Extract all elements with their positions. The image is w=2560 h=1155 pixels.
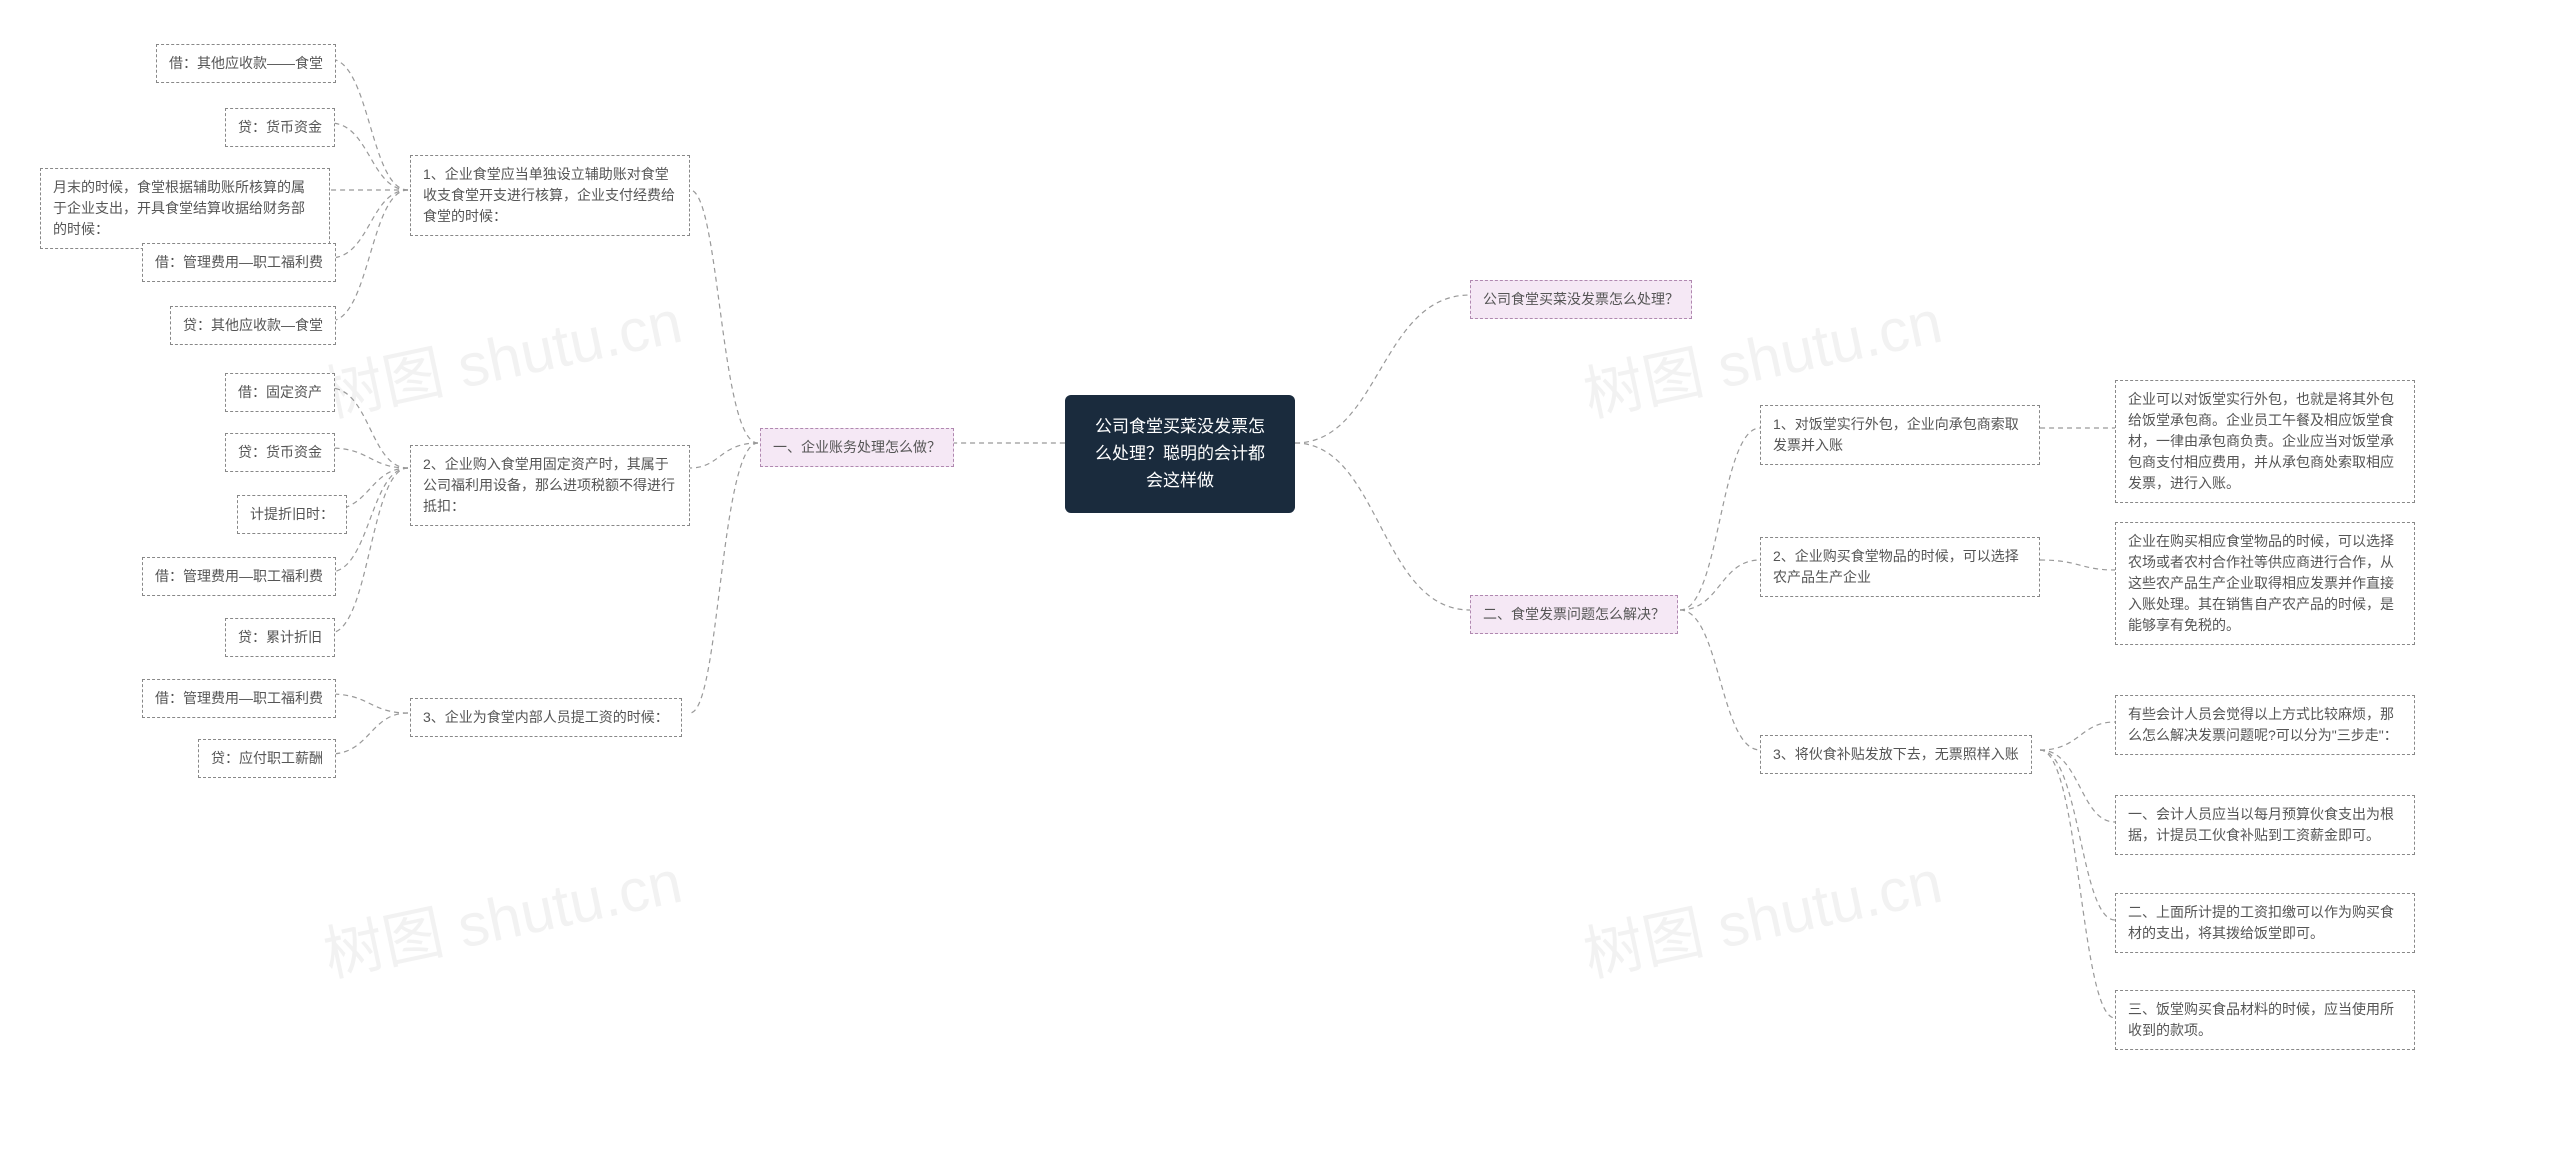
watermark: 树图 shutu.cn [315,833,689,994]
node-b3-1-detail[interactable]: 企业可以对饭堂实行外包，也就是将其外包给饭堂承包商。企业员工午餐及相应饭堂食材，… [2115,380,2415,503]
node-b3-2-detail[interactable]: 企业在购买相应食堂物品的时候，可以选择农场或者农村合作社等供应商进行合作，从这些… [2115,522,2415,645]
node-b3-3-4[interactable]: 三、饭堂购买食品材料的时候，应当使用所收到的款项。 [2115,990,2415,1050]
branch-left-accounting[interactable]: 一、企业账务处理怎么做？ [760,428,954,467]
node-b3-3[interactable]: 3、将伙食补贴发放下去，无票照样入账 [1760,735,2032,774]
node-b1-3[interactable]: 3、企业为食堂内部人员提工资的时候： [410,698,682,737]
node-b1-2-4[interactable]: 借：管理费用—职工福利费 [142,557,336,596]
node-b1-1-4[interactable]: 借：管理费用—职工福利费 [142,243,336,282]
node-b3-3-2[interactable]: 一、会计人员应当以每月预算伙食支出为根据，计提员工伙食补贴到工资薪金即可。 [2115,795,2415,855]
node-b1-3-2[interactable]: 贷：应付职工薪酬 [198,739,336,778]
node-b1-1-1[interactable]: 借：其他应收款——食堂 [156,44,336,83]
node-b1-2[interactable]: 2、企业购入食堂用固定资产时，其属于公司福利用设备，那么进项税额不得进行抵扣： [410,445,690,526]
node-b1-1[interactable]: 1、企业食堂应当单独设立辅助账对食堂收支食堂开支进行核算，企业支付经费给食堂的时… [410,155,690,236]
node-b1-2-1[interactable]: 借：固定资产 [225,373,335,412]
node-b1-2-2[interactable]: 贷：货币资金 [225,433,335,472]
node-b1-3-1[interactable]: 借：管理费用—职工福利费 [142,679,336,718]
node-b3-2[interactable]: 2、企业购买食堂物品的时候，可以选择农产品生产企业 [1760,537,2040,597]
branch-right-question[interactable]: 公司食堂买菜没发票怎么处理？ [1470,280,1692,319]
node-b1-2-3[interactable]: 计提折旧时： [237,495,347,534]
watermark: 树图 shutu.cn [315,273,689,434]
branch-right-invoice[interactable]: 二、食堂发票问题怎么解决？ [1470,595,1678,634]
node-b1-1-3[interactable]: 月末的时候，食堂根据辅助账所核算的属于企业支出，开具食堂结算收据给财务部的时候： [40,168,330,249]
node-b3-3-1[interactable]: 有些会计人员会觉得以上方式比较麻烦，那么怎么解决发票问题呢?可以分为"三步走"： [2115,695,2415,755]
watermark: 树图 shutu.cn [1575,833,1949,994]
root-node[interactable]: 公司食堂买菜没发票怎么处理？聪明的会计都会这样做 [1065,395,1295,513]
node-b3-3-3[interactable]: 二、上面所计提的工资扣缴可以作为购买食材的支出，将其拨给饭堂即可。 [2115,893,2415,953]
node-b1-1-2[interactable]: 贷：货币资金 [225,108,335,147]
node-b3-1[interactable]: 1、对饭堂实行外包，企业向承包商索取发票并入账 [1760,405,2040,465]
node-b1-2-5[interactable]: 贷：累计折旧 [225,618,335,657]
node-b1-1-5[interactable]: 贷：其他应收款—食堂 [170,306,336,345]
